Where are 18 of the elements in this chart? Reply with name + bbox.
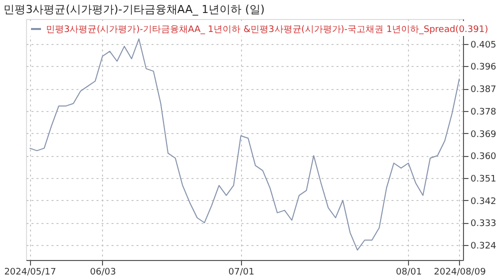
- x-tick-label: 06/03: [90, 268, 116, 278]
- x-tick-label: 2024/08/09: [434, 268, 486, 278]
- chart-title: 민평3사평균(시가평가)-기타금융채AA_ 1년이하 (일): [4, 3, 265, 16]
- y-tick-label: 0.342: [470, 196, 496, 207]
- y-tick-label: 0.324: [470, 242, 497, 252]
- y-tick-label: 0.360: [470, 152, 497, 162]
- x-tick-label: 08/01: [396, 268, 422, 278]
- x-tick-label: 2024/05/17: [4, 268, 56, 278]
- y-tick-label: 0.387: [470, 85, 496, 96]
- y-tick-label: 0.405: [470, 40, 496, 50]
- y-tick-label: 0.333: [470, 219, 496, 230]
- y-tick-label: 0.378: [470, 107, 497, 118]
- y-tick-label: 0.369: [470, 130, 497, 140]
- x-tick-label: 07/01: [228, 268, 254, 278]
- y-tick-label: 0.396: [470, 62, 497, 73]
- legend-label: 민평3사평균(시가평가)-기타금융채AA_ 1년이하 &민평3사평균(시가평가)-국고채권 1년이하_Spread(0.391): [46, 25, 488, 35]
- y-tick-label: 0.351: [470, 174, 496, 185]
- line-series: [29, 38, 460, 251]
